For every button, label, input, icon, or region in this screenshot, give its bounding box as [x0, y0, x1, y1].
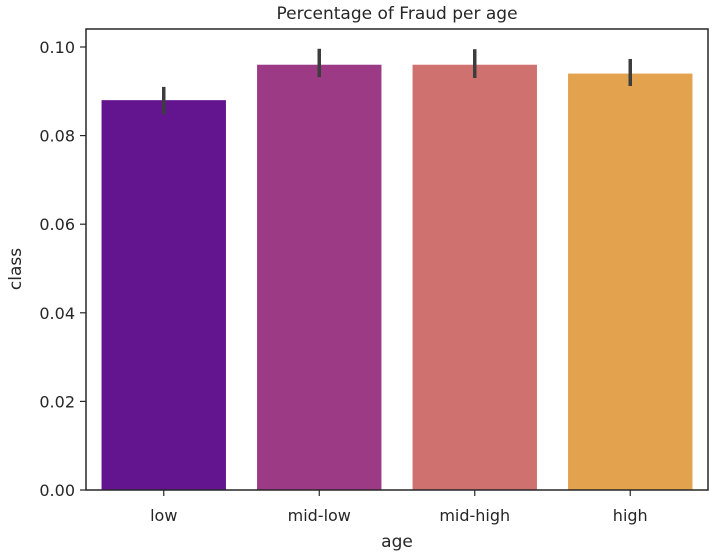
x-tick-label-low: low: [150, 506, 177, 525]
x-axis-label: age: [381, 532, 413, 552]
y-tick-label-5: 0.10: [39, 38, 75, 57]
x-tick-label-high: high: [613, 506, 648, 525]
y-tick-label-2: 0.04: [39, 304, 75, 323]
x-tick-label-mid-high: mid-high: [439, 506, 510, 525]
x-axis: low mid-low mid-high high: [150, 490, 648, 525]
y-tick-label-1: 0.02: [39, 392, 75, 411]
bar-mid-low: [257, 64, 382, 490]
chart-title: Percentage of Fraud per age: [276, 4, 517, 24]
bar-mid-high: [412, 64, 537, 490]
y-axis-label: class: [6, 248, 26, 290]
x-tick-label-mid-low: mid-low: [288, 506, 351, 525]
y-tick-label-3: 0.06: [39, 215, 75, 234]
plot-frame: [85, 28, 709, 491]
y-axis: 0.00 0.02 0.04 0.06 0.08 0.10: [39, 38, 86, 500]
y-tick-label-0: 0.00: [39, 481, 75, 500]
error-bars-group: [162, 48, 632, 115]
bar-low: [101, 100, 226, 490]
y-tick-label-4: 0.08: [39, 127, 75, 146]
bar-high: [568, 73, 693, 490]
bars-group: [101, 64, 693, 490]
